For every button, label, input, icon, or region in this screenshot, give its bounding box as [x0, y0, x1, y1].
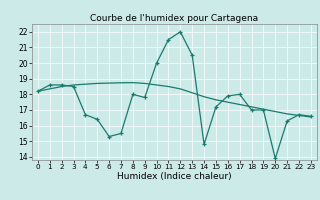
- Title: Courbe de l'humidex pour Cartagena: Courbe de l'humidex pour Cartagena: [90, 14, 259, 23]
- X-axis label: Humidex (Indice chaleur): Humidex (Indice chaleur): [117, 172, 232, 181]
